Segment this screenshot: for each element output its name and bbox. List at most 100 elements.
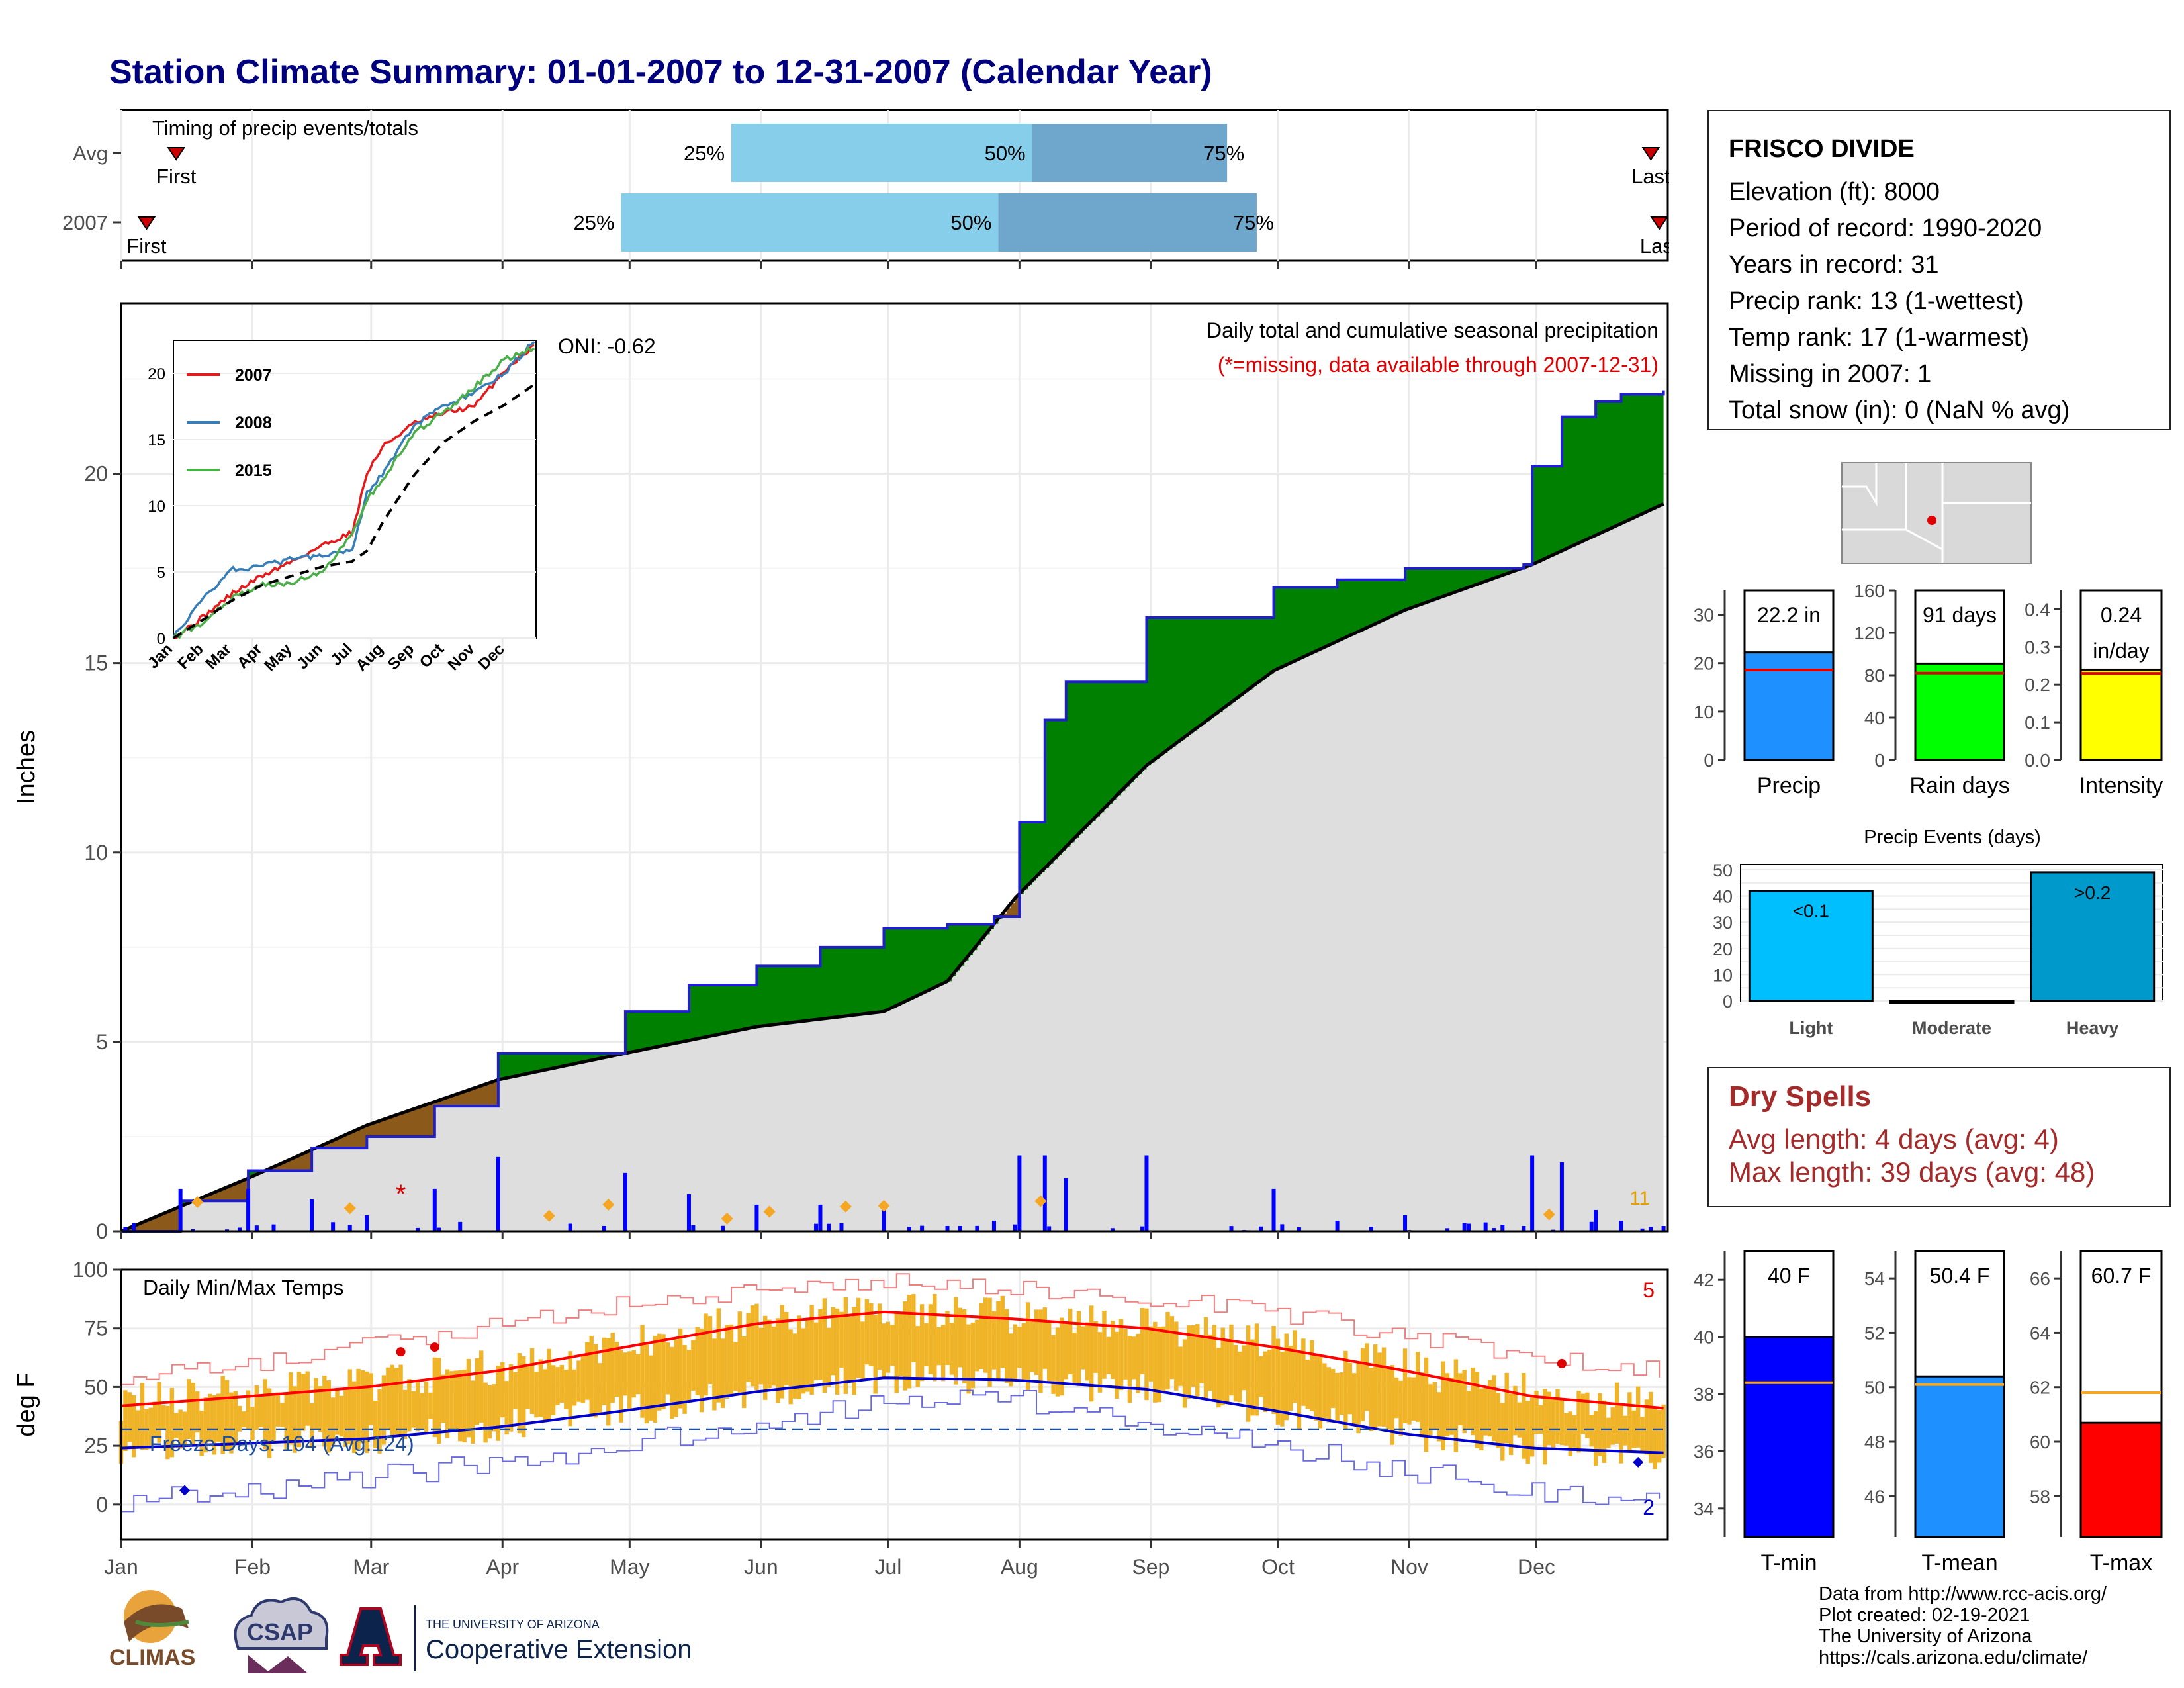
- daily-temp-range: [1284, 1333, 1289, 1421]
- timing-label: Timing of precip events/totals: [152, 117, 418, 140]
- inset-y-label: 0: [157, 630, 165, 648]
- daily-temp-range: [1118, 1319, 1124, 1391]
- events-title: Precip Events (days): [1864, 827, 2041, 848]
- bar-category-label: T-min: [1761, 1550, 1817, 1575]
- daily-temp-range: [933, 1293, 937, 1382]
- bar-y-tick-label: 34: [1694, 1499, 1714, 1519]
- daily-temp-range: [725, 1325, 729, 1399]
- timing-q25-q50-bar: [731, 124, 1032, 182]
- daily-temp-range: [1437, 1392, 1441, 1442]
- timing-quantile-label: 50%: [950, 211, 991, 234]
- daily-temp-range: [322, 1375, 327, 1447]
- daily-temp-range: [1381, 1347, 1387, 1427]
- daily-temp-range: [398, 1364, 403, 1438]
- station-location-marker: [1927, 516, 1936, 525]
- bar-y-tick-label: 64: [2030, 1323, 2050, 1343]
- daily-temp-range: [860, 1321, 865, 1382]
- daily-temp-range: [733, 1342, 738, 1391]
- daily-temp-range: [1631, 1410, 1636, 1448]
- y-tick-label: 15: [84, 651, 108, 675]
- daily-temp-range: [420, 1393, 424, 1429]
- daily-temp-range: [424, 1382, 429, 1435]
- temp-y-label: 50: [84, 1375, 108, 1399]
- csap-logo: CSAP: [234, 1597, 329, 1673]
- daily-temp-range: [1487, 1380, 1492, 1437]
- daily-precip-bar: [1462, 1223, 1467, 1231]
- daily-temp-range: [1097, 1332, 1103, 1393]
- record-high-marker: [430, 1342, 439, 1352]
- daily-temp-range: [267, 1388, 272, 1458]
- map-state-borders: [1842, 463, 2031, 563]
- last-event-marker: [1650, 216, 1669, 230]
- footer-line: The University of Arizona: [1819, 1626, 2032, 1647]
- info-period: Period of record: 1990-2020: [1729, 214, 2042, 242]
- daily-precip-bar: [686, 1194, 691, 1231]
- bar-y-tick-label: 54: [1864, 1268, 1885, 1289]
- daily-temp-range: [203, 1397, 208, 1453]
- daily-temp-range: [356, 1368, 361, 1450]
- daily-temp-range: [788, 1329, 793, 1405]
- events-bar: [1889, 1000, 2015, 1004]
- daily-temp-range: [911, 1294, 916, 1362]
- daily-temp-range: [894, 1313, 899, 1393]
- daily-temp-range: [250, 1407, 255, 1441]
- daily-temp-range: [127, 1392, 132, 1442]
- daily-temp-range: [640, 1325, 645, 1418]
- daily-temp-range: [784, 1312, 789, 1385]
- daily-temp-range: [1377, 1352, 1382, 1427]
- daily-temp-range: [471, 1380, 475, 1444]
- daily-precip-bar: [1559, 1162, 1564, 1231]
- daily-temp-range: [504, 1381, 509, 1435]
- record-low-marker: [179, 1485, 191, 1496]
- daily-temp-range: [852, 1307, 856, 1395]
- daily-temp-range: [212, 1395, 217, 1455]
- daily-temp-range: [936, 1327, 941, 1366]
- daily-temp-range: [1195, 1324, 1200, 1397]
- y-tick-label: 0: [96, 1219, 108, 1243]
- daily-temp-range: [729, 1324, 734, 1395]
- daily-temp-range: [547, 1348, 551, 1421]
- inset-series-line: [172, 383, 535, 639]
- daily-temp-range: [1513, 1385, 1518, 1436]
- daily-temp-range: [1017, 1327, 1022, 1368]
- timing-quantile-label: 75%: [1233, 211, 1274, 234]
- daily-temp-range: [169, 1388, 175, 1458]
- daily-temp-range: [449, 1371, 454, 1432]
- daily-temp-range: [1559, 1399, 1565, 1446]
- daily-temp-range: [288, 1372, 293, 1445]
- daily-precip-bar: [1530, 1155, 1535, 1231]
- daily-precip-bar: [1467, 1223, 1471, 1231]
- daily-precip-bar: [1017, 1155, 1022, 1231]
- daily-precip-bar: [1492, 1228, 1496, 1231]
- daily-temp-range: [487, 1385, 492, 1439]
- daily-temp-range: [1492, 1375, 1496, 1442]
- daily-temp-range: [165, 1405, 170, 1460]
- daily-temp-range: [441, 1374, 445, 1423]
- daily-temp-range: [343, 1387, 348, 1448]
- timing-quantile-label: 25%: [574, 211, 615, 234]
- daily-temp-range: [293, 1386, 297, 1453]
- daily-temp-range: [1347, 1362, 1352, 1415]
- daily-precip-bar: [191, 1229, 195, 1231]
- daily-temp-range: [551, 1365, 556, 1415]
- daily-precip-bar: [1140, 1226, 1145, 1231]
- daily-temp-range: [1009, 1333, 1013, 1387]
- record-day-marker: [1543, 1208, 1555, 1221]
- daily-temp-range: [776, 1318, 780, 1403]
- bar-category-label: Precip: [1757, 773, 1821, 798]
- daily-temp-range: [1610, 1407, 1615, 1445]
- daily-temp-range: [903, 1301, 907, 1391]
- daily-temp-range: [1508, 1393, 1514, 1456]
- precip-subtitle: Daily total and cumulative seasonal prec…: [1206, 318, 1659, 342]
- daily-temp-range: [1365, 1343, 1369, 1411]
- bar-y-tick-label: 20: [1694, 653, 1714, 674]
- daily-temp-range: [1021, 1323, 1026, 1380]
- page-title: Station Climate Summary: 01-01-2007 to 1…: [109, 53, 1212, 91]
- footer-line: Data from http://www.rcc-acis.org/: [1819, 1583, 2107, 1605]
- daily-temp-range: [1148, 1326, 1154, 1382]
- daily-temp-range: [1161, 1326, 1166, 1393]
- daily-temp-range: [1280, 1352, 1285, 1427]
- daily-temp-range: [1305, 1360, 1310, 1409]
- dry-spells-panel: Dry Spells Avg length: 4 days (avg: 4) M…: [1707, 1067, 2171, 1207]
